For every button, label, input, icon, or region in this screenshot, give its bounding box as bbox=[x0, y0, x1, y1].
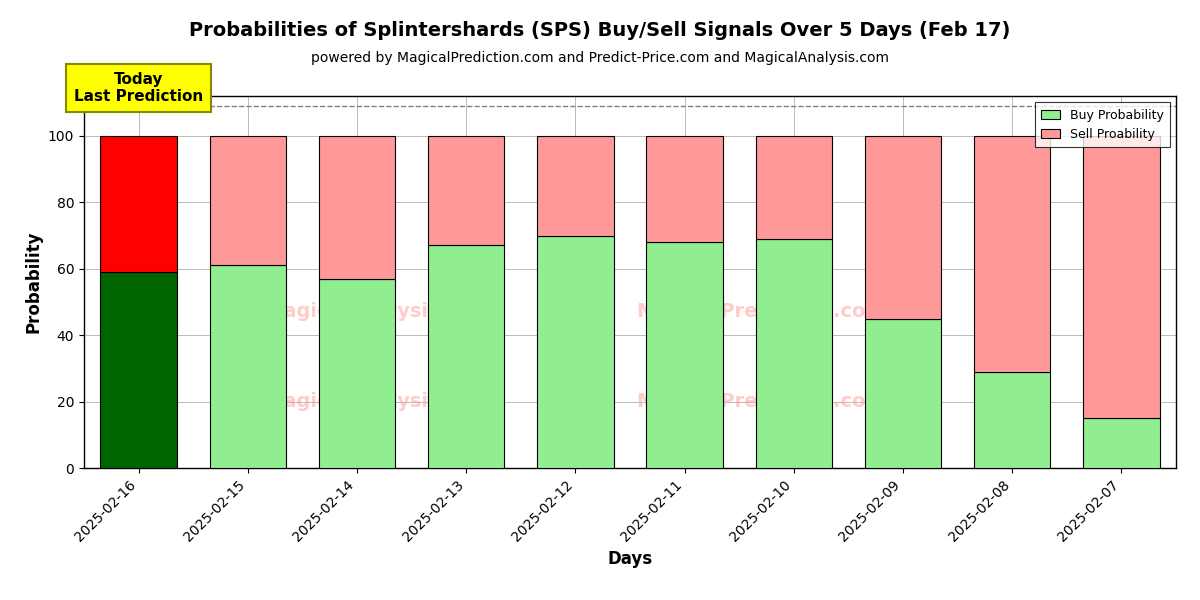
Bar bbox=[647, 242, 722, 468]
Bar bbox=[756, 239, 832, 468]
Bar bbox=[974, 136, 1050, 371]
Y-axis label: Probability: Probability bbox=[24, 231, 42, 333]
Bar bbox=[865, 136, 941, 319]
Text: powered by MagicalPrediction.com and Predict-Price.com and MagicalAnalysis.com: powered by MagicalPrediction.com and Pre… bbox=[311, 51, 889, 65]
Bar bbox=[101, 136, 176, 272]
Bar bbox=[538, 236, 613, 468]
Bar bbox=[647, 136, 722, 242]
Text: MagicalAnalysis.com: MagicalAnalysis.com bbox=[265, 392, 493, 410]
Bar bbox=[101, 272, 176, 468]
Bar bbox=[319, 136, 395, 278]
Bar bbox=[319, 278, 395, 468]
Bar bbox=[210, 265, 286, 468]
Bar bbox=[428, 245, 504, 468]
Legend: Buy Probability, Sell Proability: Buy Probability, Sell Proability bbox=[1034, 102, 1170, 147]
Bar bbox=[538, 136, 613, 236]
X-axis label: Days: Days bbox=[607, 550, 653, 568]
Bar bbox=[1084, 418, 1159, 468]
Text: MagicalPrediction.com: MagicalPrediction.com bbox=[636, 302, 886, 321]
Bar bbox=[428, 136, 504, 245]
Bar bbox=[974, 371, 1050, 468]
Bar bbox=[210, 136, 286, 265]
Text: MagicalAnalysis.com: MagicalAnalysis.com bbox=[265, 302, 493, 321]
Text: MagicalPrediction.com: MagicalPrediction.com bbox=[636, 392, 886, 410]
Bar bbox=[865, 319, 941, 468]
Text: Probabilities of Splintershards (SPS) Buy/Sell Signals Over 5 Days (Feb 17): Probabilities of Splintershards (SPS) Bu… bbox=[190, 21, 1010, 40]
Bar bbox=[1084, 136, 1159, 418]
Bar bbox=[756, 136, 832, 239]
Text: Today
Last Prediction: Today Last Prediction bbox=[74, 72, 203, 104]
